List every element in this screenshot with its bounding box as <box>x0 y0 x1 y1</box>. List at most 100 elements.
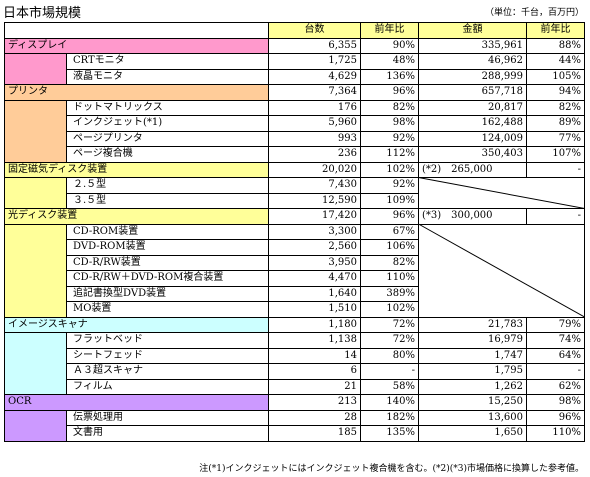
category-color-block <box>4 409 67 442</box>
item-units-yoy: - <box>360 363 419 380</box>
item-name: ページプリンタ <box>66 130 269 147</box>
item-units-yoy: 82% <box>360 254 419 271</box>
category-amount: (*2) 265,000 <box>418 161 527 178</box>
item-amount: 1,650 <box>418 425 527 442</box>
item-name: DVD-ROM装置 <box>66 239 269 256</box>
item-amount-yoy: 107% <box>526 146 585 163</box>
item-amount-yoy: 110% <box>526 425 585 442</box>
category-amount: 15,250 <box>418 394 527 411</box>
category-row: 光ディスク装置 17,420 96% (*3) 300,000 - <box>4 208 585 225</box>
item-units-yoy: 48% <box>360 53 419 70</box>
item-amount-yoy: 89% <box>526 115 585 132</box>
header-amount: 金額 <box>418 22 527 39</box>
table-row: 液晶モニタ 4,629 136% 288,999 105% <box>5 68 585 85</box>
category-amount: 657,718 <box>418 84 527 101</box>
empty-amount-block <box>418 223 585 318</box>
item-units-yoy: 136% <box>360 68 419 85</box>
item-amount-yoy: 77% <box>526 130 585 147</box>
item-name: ３.５型 <box>66 192 269 209</box>
item-name: シートフェッド <box>66 347 269 364</box>
category-units-yoy: 90% <box>360 37 419 54</box>
item-name: Ａ３超スキャナ <box>66 363 269 380</box>
item-units: 1,725 <box>268 53 361 70</box>
item-amount: 1,262 <box>418 378 527 395</box>
footnote: 注(*1)インクジェットにはインクジェット複合機を含む。(*2)(*3)市場価格… <box>199 464 584 474</box>
item-units-yoy: 67% <box>360 223 419 240</box>
table-row: ページ複合機 236 112% 350,403 107% <box>5 146 585 163</box>
category-units: 20,020 <box>268 161 361 178</box>
header-amount-yoy: 前年比 <box>526 22 585 39</box>
item-units: 4,470 <box>268 270 361 287</box>
category-amount-value: 265,000 <box>451 163 493 175</box>
item-units: 6 <box>268 363 361 380</box>
table-row: CD-R/RW＋DVD-ROM複合装置 4,470 110% <box>5 270 585 287</box>
item-name: フラットベッド <box>66 332 269 349</box>
category-amount-yoy: - <box>526 208 585 225</box>
table-row: シートフェッド 14 80% 1,747 64% <box>5 347 585 364</box>
item-units-yoy: 72% <box>360 332 419 349</box>
item-amount: 350,403 <box>418 146 527 163</box>
item-name: ページ複合機 <box>66 146 269 163</box>
category-amount-yoy: 88% <box>526 37 585 54</box>
table-row: フィルム 21 58% 1,262 62% <box>5 378 585 395</box>
category-name: プリンタ <box>4 84 269 101</box>
category-row: ディスプレイ 6,355 90% 335,961 88% <box>4 37 585 54</box>
item-units: 3,950 <box>268 254 361 271</box>
table-row: ドットマトリックス 176 82% 20,817 82% <box>4 99 585 163</box>
category-row: OCR 213 140% 15,250 98% <box>4 394 585 411</box>
item-units-yoy: 135% <box>360 425 419 442</box>
item-amount: 288,999 <box>418 68 527 85</box>
item-amount-yoy: 44% <box>526 53 585 70</box>
table-row: MO装置 1,510 102% <box>5 301 585 318</box>
item-name: CRTモニタ <box>66 53 269 70</box>
item-units: 185 <box>268 425 361 442</box>
item-name: 液晶モニタ <box>66 68 269 85</box>
item-name: ドットマトリックス <box>66 99 269 116</box>
table-row: ３.５型 12,590 109% <box>5 192 585 209</box>
empty-amount-block <box>418 177 585 209</box>
category-units-yoy: 102% <box>360 161 419 178</box>
category-amount-yoy: 94% <box>526 84 585 101</box>
amount-note: (*3) <box>422 210 442 222</box>
category-units: 1,180 <box>268 316 361 333</box>
header-blank <box>4 22 269 39</box>
category-name: イメージスキャナ <box>4 316 269 333</box>
category-amount: 21,783 <box>418 316 527 333</box>
table-row: フラットベッド 1,138 72% 16,979 74% <box>4 332 585 395</box>
header-row: 台数 前年比 金額 前年比 <box>4 22 585 39</box>
category-amount-yoy: - <box>526 161 585 178</box>
category-units: 17,420 <box>268 208 361 225</box>
category-row: 固定磁気ディスク装置 20,020 102% (*2) 265,000 - <box>4 161 585 178</box>
item-name: CD-R/RW＋DVD-ROM複合装置 <box>66 270 269 287</box>
item-units-yoy: 106% <box>360 239 419 256</box>
item-units-yoy: 102% <box>360 301 419 318</box>
item-name: CD-R/RW装置 <box>66 254 269 271</box>
item-units-yoy: 92% <box>360 177 419 194</box>
item-units-yoy: 110% <box>360 270 419 287</box>
item-units: 1,510 <box>268 301 361 318</box>
category-units-yoy: 96% <box>360 208 419 225</box>
table-row: CD-ROM装置 3,300 67% <box>4 223 585 318</box>
header-units-yoy: 前年比 <box>360 22 419 39</box>
item-name: ２.５型 <box>66 177 269 194</box>
table-row: Ａ３超スキャナ 6-1,795- <box>5 363 585 380</box>
item-name: インクジェット(*1) <box>66 115 269 132</box>
category-name: OCR <box>4 394 269 411</box>
category-color-block <box>4 53 67 85</box>
category-color-block <box>4 332 67 395</box>
table-row: CRTモニタ 1,725 48% 46,962 44% <box>4 53 585 85</box>
category-units: 7,364 <box>268 84 361 101</box>
category-row: プリンタ 7,364 96% 657,718 94% <box>4 84 585 101</box>
category-color-block <box>4 177 67 209</box>
item-units: 1,138 <box>268 332 361 349</box>
category-amount-yoy: 98% <box>526 394 585 411</box>
item-amount-yoy: 105% <box>526 68 585 85</box>
item-name: MO装置 <box>66 301 269 318</box>
item-amount-yoy: - <box>526 363 585 380</box>
item-units-yoy: 182% <box>360 409 419 426</box>
item-amount: 16,979 <box>418 332 527 349</box>
item-units: 5,960 <box>268 115 361 132</box>
category-units-yoy: 96% <box>360 84 419 101</box>
item-amount: 124,009 <box>418 130 527 147</box>
item-units-yoy: 58% <box>360 378 419 395</box>
